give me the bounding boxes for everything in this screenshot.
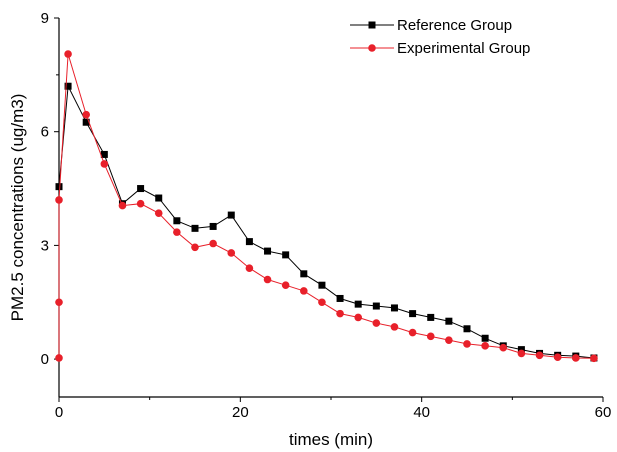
legend-marker-experimental-group xyxy=(368,44,376,52)
data-point xyxy=(499,343,508,352)
data-point xyxy=(427,313,435,321)
data-point xyxy=(191,224,199,232)
y-tick-label: 3 xyxy=(41,237,49,254)
data-point xyxy=(481,334,489,342)
x-tick-label: 40 xyxy=(413,404,430,421)
legend-entry-experimental-group: Experimental Group xyxy=(350,40,530,57)
data-point xyxy=(55,196,63,204)
data-point xyxy=(209,222,217,230)
data-point xyxy=(227,249,236,257)
legend: Reference Group Experimental Group xyxy=(350,17,530,57)
data-point xyxy=(281,281,290,289)
data-point xyxy=(390,323,399,331)
data-point xyxy=(136,199,145,208)
legend-label-reference-group: Reference Group xyxy=(397,17,512,34)
legend-entry-reference-group: Reference Group xyxy=(350,17,512,34)
data-point xyxy=(118,201,127,210)
x-tick-label: 60 xyxy=(595,404,612,421)
data-point xyxy=(245,238,253,246)
data-point xyxy=(137,185,145,193)
data-point xyxy=(55,183,63,191)
data-point xyxy=(209,239,217,248)
data-point xyxy=(354,313,363,322)
data-point xyxy=(445,336,453,344)
plot-area: 0 20 40 60 0 3 6 9 xyxy=(41,10,612,421)
series-experimental-group xyxy=(55,50,598,363)
series-line xyxy=(58,84,594,359)
data-point xyxy=(191,243,199,252)
data-point xyxy=(64,82,72,90)
y-tick-label: 6 xyxy=(41,124,49,141)
data-point xyxy=(553,353,562,362)
data-point xyxy=(390,304,398,312)
data-point xyxy=(372,319,381,327)
data-point xyxy=(318,281,326,289)
data-point xyxy=(354,300,362,308)
y-axis-title: PM2.5 concentrations (ug/m3) xyxy=(8,94,27,322)
data-point xyxy=(318,298,326,307)
data-point xyxy=(55,354,63,362)
data-point xyxy=(82,118,90,126)
series-reference-group xyxy=(55,82,598,362)
data-point xyxy=(155,194,163,202)
data-point xyxy=(408,328,417,337)
legend-marker-reference-group xyxy=(368,21,376,29)
x-tick-label: 20 xyxy=(232,404,249,421)
data-point xyxy=(282,251,290,259)
data-point xyxy=(64,50,72,58)
data-point xyxy=(463,340,471,348)
data-point xyxy=(173,228,181,236)
data-point xyxy=(517,349,526,358)
x-axis-ticks: 0 20 40 60 xyxy=(55,397,612,421)
data-point xyxy=(409,310,417,318)
x-tick-label: 0 xyxy=(55,404,63,421)
data-point xyxy=(300,287,308,295)
data-point xyxy=(572,354,580,362)
legend-label-experimental-group: Experimental Group xyxy=(397,40,530,57)
data-point xyxy=(100,160,109,168)
data-point xyxy=(173,217,181,225)
y-tick-label: 0 xyxy=(41,351,49,368)
data-point xyxy=(154,209,163,217)
y-tick-label: 9 xyxy=(41,10,49,27)
data-point xyxy=(264,247,272,255)
data-point xyxy=(590,354,598,363)
series-layer xyxy=(55,50,598,363)
data-point xyxy=(426,332,435,341)
data-point xyxy=(245,264,254,272)
data-point xyxy=(445,317,453,325)
data-point xyxy=(336,294,344,302)
x-axis-title: times (min) xyxy=(289,430,373,449)
data-point xyxy=(535,351,544,360)
data-point xyxy=(227,211,235,219)
data-point xyxy=(55,298,63,307)
data-point xyxy=(82,110,90,119)
data-point xyxy=(463,325,471,333)
data-point xyxy=(372,302,380,310)
data-point xyxy=(100,150,108,158)
data-point xyxy=(336,309,344,318)
data-point xyxy=(300,270,308,278)
data-point xyxy=(263,275,272,284)
data-point xyxy=(481,342,489,350)
